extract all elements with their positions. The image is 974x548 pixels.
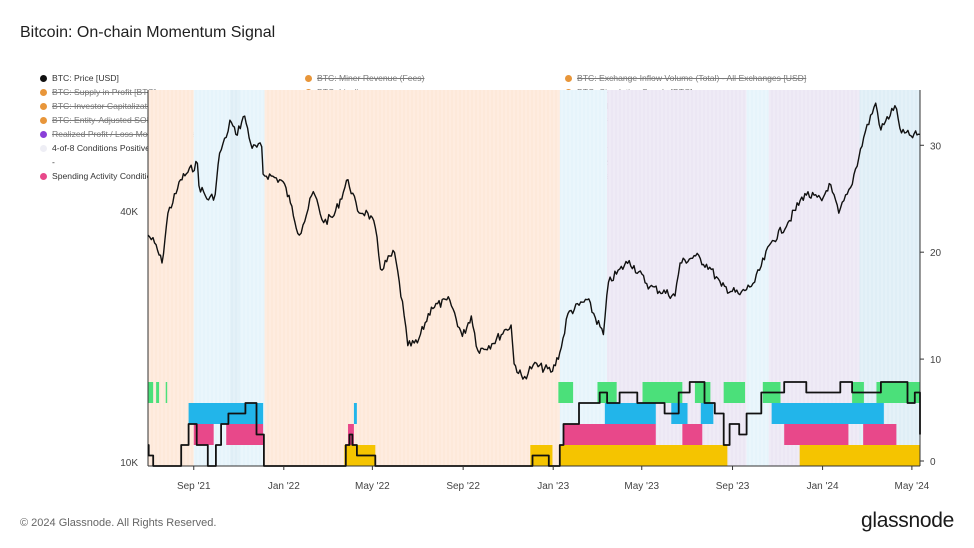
regime-background [264,90,560,466]
legend-label: BTC: Supply in Profit [BTC] [52,87,157,97]
y-left-tick-label: 10K [120,458,138,469]
x-tick-label: Jan '24 [807,481,839,492]
x-tick-label: May '22 [355,481,390,492]
legend-item[interactable]: 4-of-8 Conditions Positive [40,143,150,153]
legend-marker-icon [40,172,47,180]
y-right-tick-label: 0 [930,457,936,468]
regime-background [229,90,240,466]
legend-marker-icon [40,116,47,124]
x-tick-label: Jan '22 [268,481,300,492]
condition-band-segment [563,424,656,445]
condition-band-segment [156,382,160,403]
legend-item[interactable]: BTC: Investor Capitalization [40,101,159,111]
condition-band-segment [165,382,168,403]
legend-marker-icon [40,158,47,166]
legend-item[interactable]: BTC: Price [USD] [40,73,119,83]
legend-marker-icon [40,102,47,110]
condition-band-segment [193,424,214,445]
composite-index-line [147,381,921,467]
price-layer [147,102,921,380]
condition-band-segment [604,403,656,424]
condition-band-segment [188,403,264,424]
legend-item[interactable]: BTC: Supply in Profit [BTC] [40,87,156,97]
x-tick-label: Jan '23 [537,481,569,492]
legend-label: BTC: Miner Revenue (Fees) [317,73,425,83]
condition-band-segment [784,424,849,445]
legend-marker-icon [40,130,47,138]
legend-item[interactable]: Spending Activity Conditions [40,171,160,181]
legend-label: 4-of-8 Conditions Positive [52,143,150,153]
x-tick-label: Sep '23 [716,481,750,492]
legend-label: Spending Activity Conditions [52,171,161,181]
condition-band-segment [723,382,746,403]
condition-band-segment [799,445,920,466]
regime-background [148,90,194,466]
condition-band-segment [559,445,728,466]
legend-marker-icon [40,144,47,152]
tick-labels: Sep '21 Jan '22 May '22 Sep '22 Jan '23 May '… [120,141,941,492]
x-tick-label: Sep '22 [446,481,480,492]
x-tick-label: Sep '21 [177,481,211,492]
legend-label: BTC: Investor Capitalization [52,101,159,111]
copyright-text: © 2024 Glassnode. All Rights Reserved. [20,517,217,529]
legend-marker-icon [40,74,47,82]
legend-label: BTC: Price [USD] [52,73,119,83]
x-tick-label: May '23 [624,481,659,492]
chart-title: Bitcoin: On-chain Momentum Signal [20,24,276,41]
y-right-tick-label: 30 [930,141,942,152]
regime-background [559,90,608,466]
condition-band-segment [353,403,357,424]
x-tick-label: May '24 [895,481,930,492]
y-right-tick-label: 10 [930,355,942,366]
condition-band-segment [700,403,714,424]
legend-marker-icon [305,74,312,82]
legend-item[interactable]: BTC: Exchange Inflow Volume (Total) - Al… [565,73,806,83]
composite-index-layer [147,381,921,467]
regime-background [746,90,769,466]
condition-band-segment [226,424,264,445]
legend-label: BTC: Entity-Adjusted SOPR [52,115,159,125]
legend-item[interactable]: BTC: Entity-Adjusted SOPR [40,115,159,125]
legend-item[interactable]: - [40,157,55,167]
glassnode-logo: glassnode [860,509,954,532]
condition-band-segment [682,424,703,445]
condition-band-segment [863,424,897,445]
y-right-tick-label: 20 [930,248,942,259]
btc-price-line [147,102,921,380]
condition-band-segment [558,382,574,403]
condition-band-segment [148,382,154,403]
condition-band-segment [771,403,884,424]
condition-band-segment [694,382,711,403]
condition-band-segment [642,382,683,403]
background-regimes [148,90,920,466]
y-left-tick-label: 40K [120,207,138,218]
legend-label: BTC: Exchange Inflow Volume (Total) - Al… [577,73,807,83]
legend-label: - [52,157,55,167]
legend-label: Realized Profit / Loss Momentum Oscillat… [52,129,217,139]
legend-item[interactable]: Realized Profit / Loss Momentum Oscillat… [40,129,217,139]
condition-band-segment [876,382,920,403]
legend-marker-icon [40,88,47,96]
legend-item[interactable]: BTC: Miner Revenue (Fees) [305,73,424,83]
legend-marker-icon [565,74,572,82]
